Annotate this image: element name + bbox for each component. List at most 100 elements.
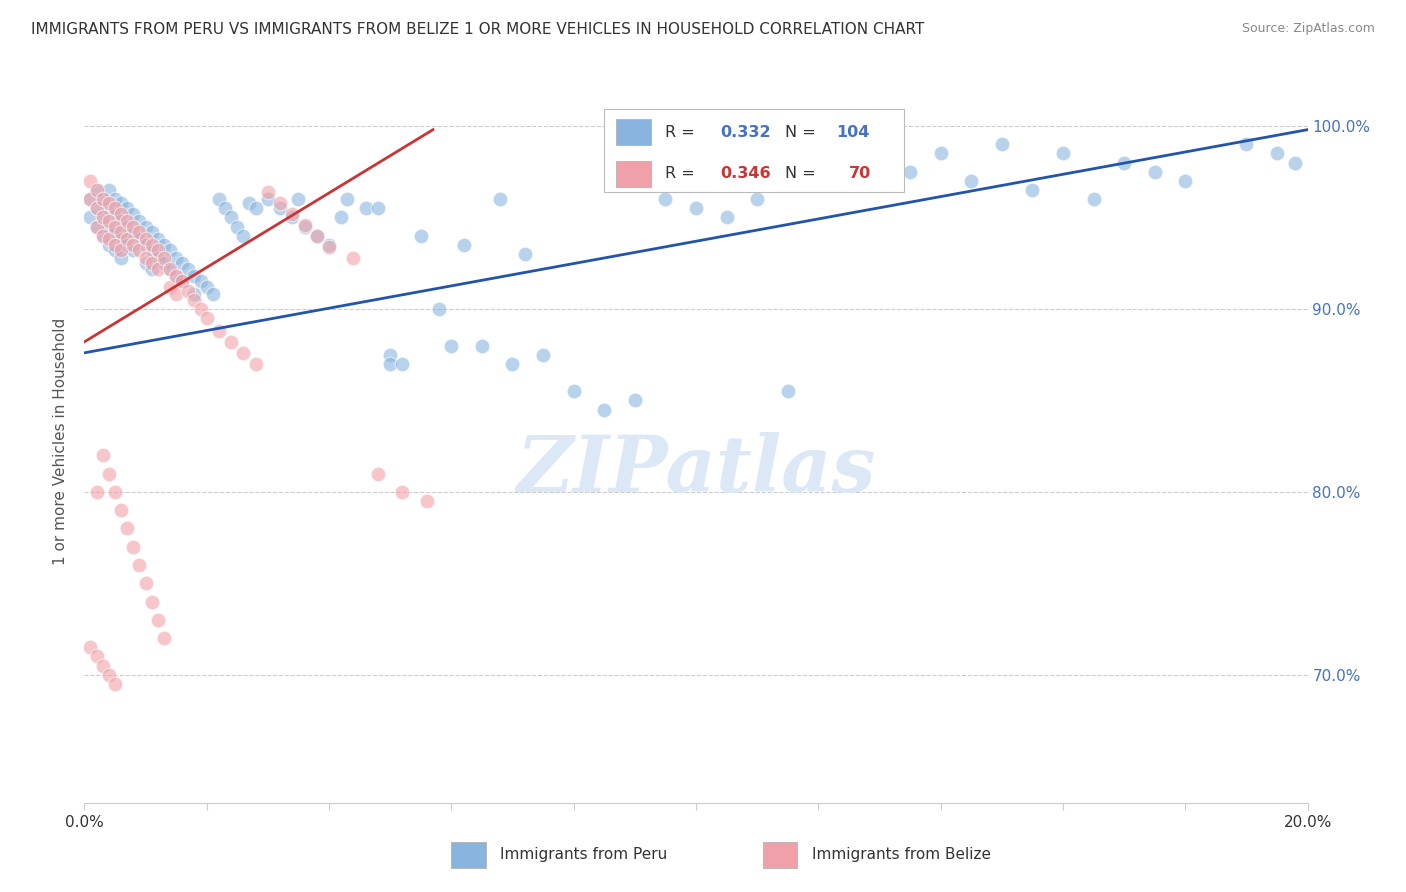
Point xyxy=(110,225,132,239)
Point xyxy=(685,202,707,216)
Point xyxy=(135,232,157,246)
Point xyxy=(336,192,359,206)
Point xyxy=(269,202,291,216)
Point xyxy=(122,540,145,554)
Point xyxy=(122,238,145,252)
Point xyxy=(716,211,738,225)
Point xyxy=(104,202,127,216)
Point xyxy=(122,207,145,221)
Point xyxy=(960,174,983,188)
Point xyxy=(869,137,891,152)
Point xyxy=(330,211,353,225)
Point xyxy=(257,185,280,199)
Point xyxy=(128,214,150,228)
Point xyxy=(238,195,260,210)
Point xyxy=(97,183,120,197)
Point xyxy=(898,165,921,179)
Point xyxy=(165,268,187,283)
Y-axis label: 1 or more Vehicles in Household: 1 or more Vehicles in Household xyxy=(53,318,69,566)
Point xyxy=(409,228,432,243)
Point xyxy=(1236,137,1258,152)
Point xyxy=(195,311,218,326)
FancyBboxPatch shape xyxy=(763,842,797,868)
Point xyxy=(86,183,108,197)
Point xyxy=(91,192,114,206)
Point xyxy=(104,225,127,239)
Point xyxy=(172,256,194,270)
Point xyxy=(380,357,402,371)
Point xyxy=(86,219,108,234)
Point xyxy=(416,494,439,508)
Point xyxy=(1052,146,1074,161)
Point xyxy=(128,558,150,572)
Point xyxy=(165,251,187,265)
Text: 0.332: 0.332 xyxy=(720,125,770,140)
Point xyxy=(104,677,127,691)
Point xyxy=(104,484,127,499)
Text: N =: N = xyxy=(786,167,821,181)
Point xyxy=(380,348,402,362)
Point xyxy=(1284,155,1306,169)
Point xyxy=(245,357,267,371)
Point xyxy=(165,268,187,283)
Point xyxy=(110,214,132,228)
Point xyxy=(91,211,114,225)
Point xyxy=(531,348,554,362)
Point xyxy=(219,334,242,349)
Point xyxy=(1143,165,1166,179)
Text: 104: 104 xyxy=(837,125,870,140)
Point xyxy=(104,192,127,206)
Point xyxy=(141,238,163,252)
Point xyxy=(97,214,120,228)
Point xyxy=(128,244,150,258)
Point xyxy=(122,244,145,258)
Point xyxy=(342,251,364,265)
Point xyxy=(367,202,389,216)
Point xyxy=(269,195,291,210)
Point xyxy=(141,256,163,270)
Point xyxy=(195,280,218,294)
Point xyxy=(183,287,205,301)
Point xyxy=(354,202,377,216)
Point xyxy=(97,195,120,210)
Point xyxy=(115,219,138,234)
Point xyxy=(159,244,181,258)
Point xyxy=(110,207,132,221)
Point xyxy=(367,467,389,481)
Point xyxy=(294,219,316,234)
Point xyxy=(281,207,304,221)
Point xyxy=(104,244,127,258)
Point xyxy=(172,275,194,289)
Point xyxy=(135,576,157,591)
Point xyxy=(453,238,475,252)
Point xyxy=(97,238,120,252)
Point xyxy=(208,192,231,206)
Point xyxy=(141,594,163,608)
Point xyxy=(427,301,450,316)
Point xyxy=(232,346,254,360)
Point xyxy=(122,225,145,239)
Point xyxy=(1174,174,1197,188)
Point xyxy=(104,219,127,234)
Point xyxy=(245,202,267,216)
Point xyxy=(1114,155,1136,169)
Text: N =: N = xyxy=(786,125,821,140)
Point xyxy=(104,207,127,221)
Text: Immigrants from Peru: Immigrants from Peru xyxy=(501,847,668,863)
Point xyxy=(172,275,194,289)
Point xyxy=(391,357,413,371)
Text: 70: 70 xyxy=(849,167,872,181)
Point xyxy=(110,503,132,517)
Point xyxy=(305,228,328,243)
Point xyxy=(135,219,157,234)
Point xyxy=(177,261,200,276)
Point xyxy=(177,284,200,298)
Point xyxy=(654,192,676,206)
FancyBboxPatch shape xyxy=(616,161,651,187)
Point xyxy=(1021,183,1043,197)
Point xyxy=(146,232,169,246)
Point xyxy=(929,146,952,161)
Point xyxy=(190,275,212,289)
Point xyxy=(502,357,524,371)
Point xyxy=(287,192,309,206)
